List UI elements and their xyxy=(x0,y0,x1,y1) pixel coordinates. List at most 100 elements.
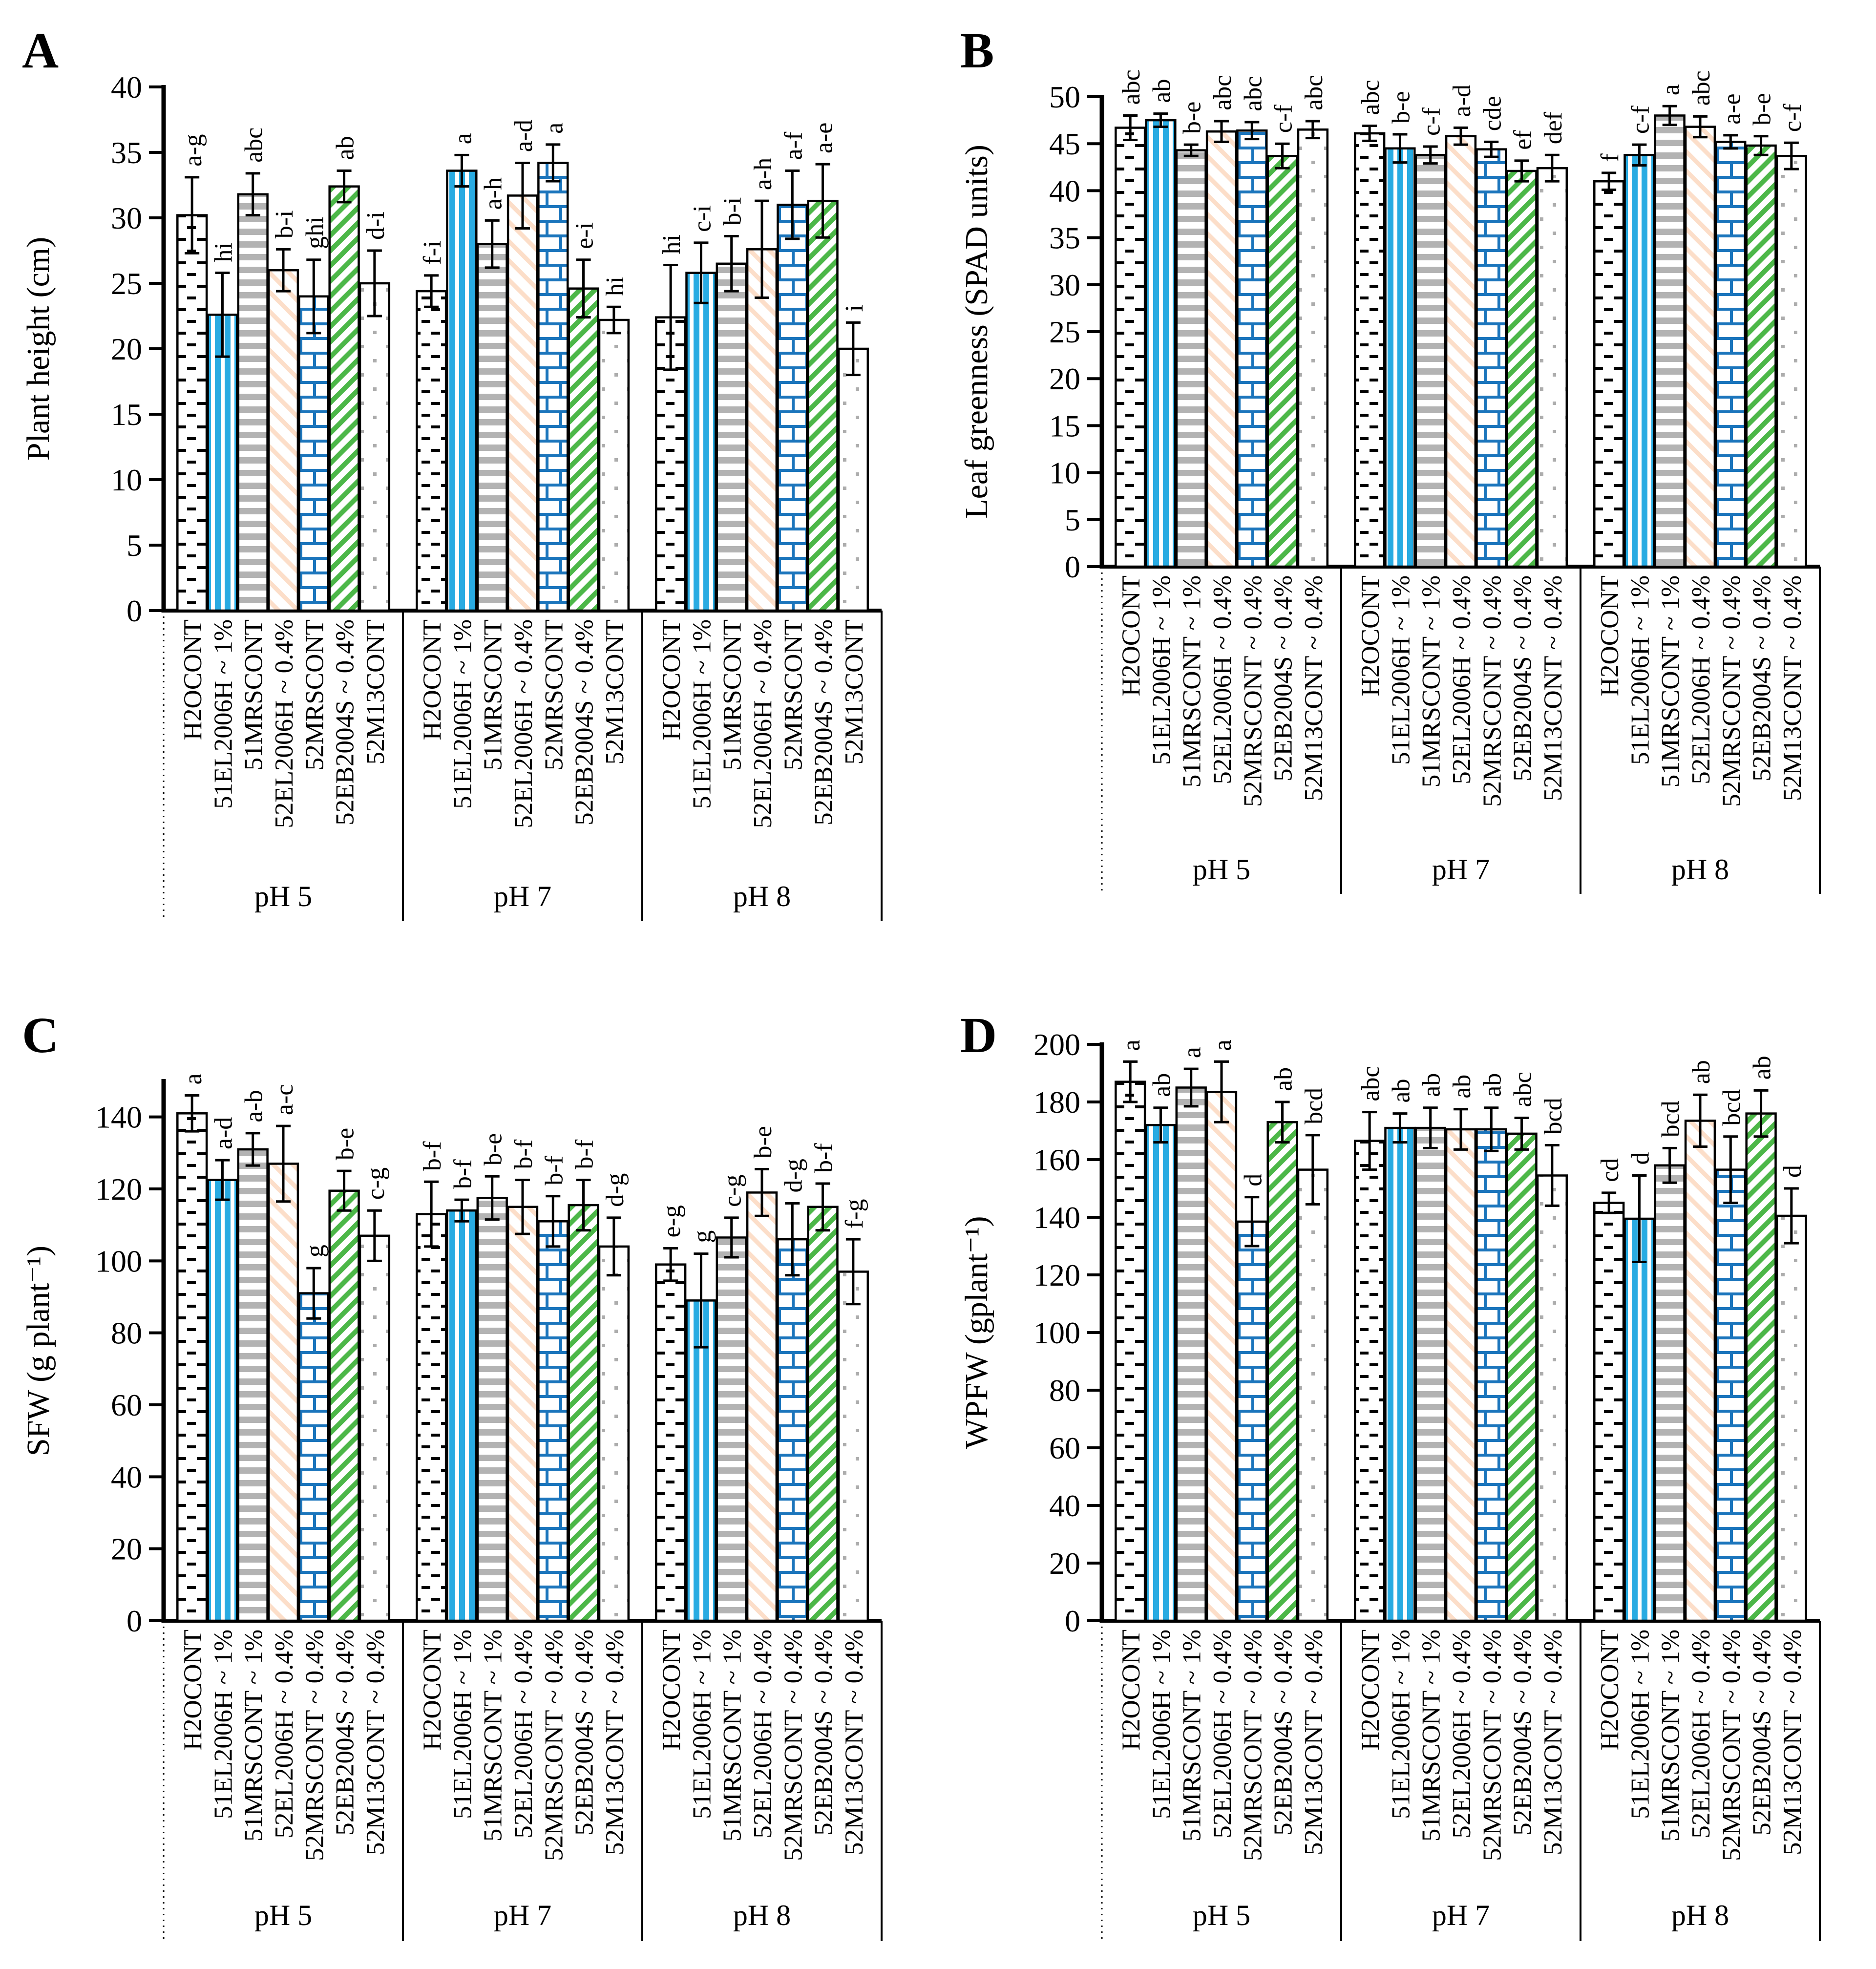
error-bar xyxy=(1514,1116,1529,1151)
error-bar xyxy=(1544,153,1560,183)
significance-letter: ab xyxy=(1418,1073,1446,1097)
error-bar xyxy=(546,143,561,183)
significance-letter: c-g xyxy=(719,1174,747,1207)
significance-letter: e-g xyxy=(658,1205,686,1237)
bar-52EL2006H-pH8 xyxy=(1684,1120,1716,1622)
error-bar xyxy=(185,1094,200,1133)
y-tick-label: 100 xyxy=(1033,1315,1080,1350)
x-category-label: 52MRSCONT xyxy=(779,619,807,770)
x-category-label: 52MRSCONT xyxy=(300,619,329,770)
bar-52MRSCONT-pH5 xyxy=(1236,1220,1268,1622)
y-tick-label: 140 xyxy=(1033,1200,1080,1235)
x-category-label: 52EL2006H ~ 0.4% xyxy=(1687,575,1715,784)
x-category-label: 52MRSCONT ~ 0.4% xyxy=(1717,575,1746,807)
x-category-label: 51EL2006H ~ 1% xyxy=(209,619,237,809)
x-category-label: 52M13CONT ~ 0.4% xyxy=(361,1630,390,1855)
significance-letter: ef xyxy=(1509,130,1537,150)
bar-51EL2006H-pH5 xyxy=(1145,1123,1177,1622)
bar-H2OCONT-pH8 xyxy=(1593,180,1625,568)
error-bar xyxy=(724,1216,739,1259)
error-bar xyxy=(515,161,530,230)
y-tick-label: 0 xyxy=(126,1604,142,1638)
y-tick-label: 80 xyxy=(1049,1373,1080,1408)
y-tick-label: 140 xyxy=(95,1100,142,1135)
error-bar xyxy=(306,258,321,335)
significance-letter: b-f xyxy=(810,1143,838,1173)
significance-letter: a-h xyxy=(480,177,507,210)
error-bar xyxy=(663,263,678,371)
x-category-label: 52EL2006H ~ 0.4% xyxy=(509,1630,538,1839)
error-bar xyxy=(1153,1106,1168,1144)
bar-52M13CONT-pH8 xyxy=(837,347,869,612)
significance-letter: f-g xyxy=(841,1199,868,1228)
y-tick-label: 20 xyxy=(1049,361,1080,396)
bar-52M13CONT-pH7 xyxy=(1536,1174,1568,1622)
y-tick-label: 20 xyxy=(111,1532,142,1567)
significance-letter: a-d xyxy=(1448,85,1476,117)
significance-letter: hi xyxy=(658,234,686,254)
x-category-label: 52EL2006H ~ 0.4% xyxy=(1208,1630,1237,1839)
x-category-label: H2OCONT xyxy=(1356,1630,1385,1750)
bar-52EL2006H-pH8 xyxy=(1684,126,1716,568)
x-category-label: 52M13CONT xyxy=(601,619,629,764)
x-category-label: 51MRSCONT ~ 1% xyxy=(1178,1630,1206,1842)
x-category-label: 52EL2006H ~ 0.4% xyxy=(509,619,538,828)
error-bar xyxy=(185,176,200,254)
error-bar xyxy=(1153,112,1168,128)
bar-52EB2004S-pH8 xyxy=(807,199,839,612)
x-category-label: H2OCONT xyxy=(1596,575,1624,696)
bar-51MRSCONT-pH8 xyxy=(716,262,747,612)
y-tick-label: 15 xyxy=(111,397,142,432)
significance-letter: c-f xyxy=(1270,105,1298,133)
y-tick-label: 160 xyxy=(1033,1143,1080,1177)
y-axis-title: SFW (g plant⁻¹) xyxy=(21,1246,56,1456)
x-category-label: 52M13CONT ~ 0.4% xyxy=(1778,575,1807,801)
error-bar xyxy=(546,1195,561,1248)
y-tick-label: 0 xyxy=(1065,550,1080,584)
x-category-label: H2OCONT xyxy=(1356,575,1385,696)
error-bar xyxy=(485,1175,500,1221)
bar-51MRSCONT-pH8 xyxy=(716,1236,747,1622)
significance-letter: c-f xyxy=(1779,104,1807,132)
group-label: pH 7 xyxy=(1432,853,1490,886)
x-category-label: 51MRSCONT ~ 1% xyxy=(1417,1630,1446,1842)
x-category-label: H2OCONT xyxy=(657,1630,686,1750)
error-bar xyxy=(694,1252,709,1349)
y-tick-label: 25 xyxy=(111,266,142,301)
bar-51MRSCONT-pH8 xyxy=(1654,114,1686,568)
error-bar xyxy=(424,274,439,308)
significance-letter: b-f xyxy=(510,1139,538,1169)
bar-52M13CONT-pH7 xyxy=(598,318,630,612)
x-category-label: H2OCONT xyxy=(179,1630,207,1750)
significance-letter: abc xyxy=(1209,75,1237,110)
significance-letter: a xyxy=(1117,1039,1145,1051)
x-category-label: 52M13CONT ~ 0.4% xyxy=(1539,1630,1567,1855)
group-label: pH 5 xyxy=(254,1899,312,1931)
y-axis-title: WPFW (gplant⁻¹) xyxy=(959,1216,994,1449)
error-bar xyxy=(215,272,230,358)
bar-H2OCONT-pH7 xyxy=(416,290,447,612)
error-bar xyxy=(1693,1093,1707,1148)
y-tick-label: 120 xyxy=(1033,1258,1080,1292)
significance-letter: f xyxy=(1596,153,1624,162)
y-axis-title: Plant height (cm) xyxy=(21,237,56,461)
x-category-label: H2OCONT xyxy=(1117,575,1145,696)
bar-52EL2006H-pH5 xyxy=(1205,130,1238,568)
significance-letter: cde xyxy=(1478,96,1506,131)
significance-letter: a-e xyxy=(810,123,838,153)
bar-52MRSCONT-pH7 xyxy=(537,1220,569,1622)
error-bar xyxy=(1305,120,1320,140)
x-category-label: 52EB2004S ~ 0.4% xyxy=(1509,1630,1537,1836)
bar-52MRSCONT-pH5 xyxy=(298,1292,330,1622)
error-bar xyxy=(276,1124,291,1203)
x-category-label: 52M13CONT xyxy=(361,619,390,764)
bar-52EB2004S-pH8 xyxy=(1745,144,1777,568)
significance-letter: i xyxy=(841,305,868,312)
x-category-label: 52MRSCONT ~ 0.4% xyxy=(1478,575,1506,807)
error-bar xyxy=(367,1209,382,1262)
significance-letter: bcd xyxy=(1657,1101,1685,1137)
x-category-label: H2OCONT xyxy=(418,1630,446,1750)
y-tick-label: 35 xyxy=(111,135,142,170)
significance-letter: abc xyxy=(1687,70,1715,106)
bar-52EB2004S-pH8 xyxy=(1745,1112,1777,1622)
